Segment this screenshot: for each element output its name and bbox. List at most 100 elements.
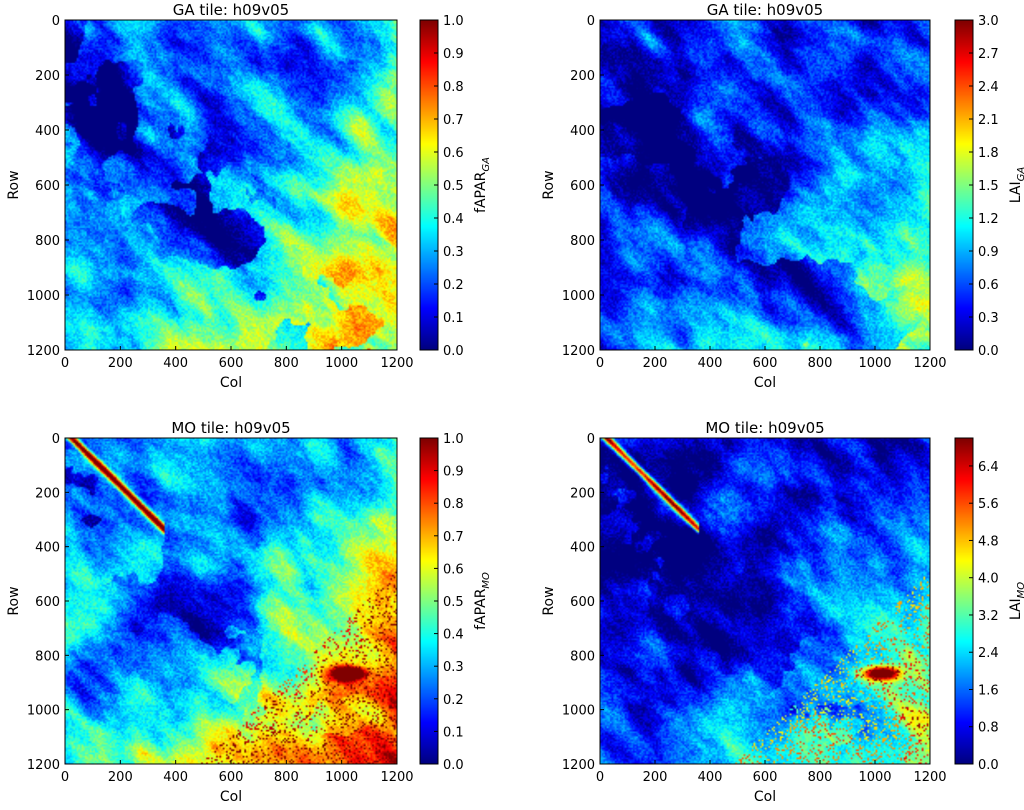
y-axis-label: Row xyxy=(541,586,557,615)
y-tick-label: 0 xyxy=(587,432,595,447)
x-tick-label: 800 xyxy=(808,356,833,371)
y-tick-label: 600 xyxy=(35,595,60,610)
colorbar-tick-label: 1.0 xyxy=(443,432,464,447)
x-tick-label: 200 xyxy=(108,356,133,371)
colorbar-tick-label: 0.9 xyxy=(443,465,464,480)
colorbar-tick-label: 0.6 xyxy=(443,146,464,161)
colorbar-tick-label: 0.0 xyxy=(443,344,464,359)
x-tick-label: 1000 xyxy=(325,356,358,371)
y-tick-label: 400 xyxy=(35,541,60,556)
x-tick-label: 800 xyxy=(808,770,833,785)
y-tick-label: 1000 xyxy=(562,289,595,304)
y-tick-label: 400 xyxy=(570,124,595,139)
colorbar-frame xyxy=(954,437,974,765)
colorbar-tick-label: 1.2 xyxy=(978,212,999,227)
x-tick-label: 0 xyxy=(596,770,604,785)
colorbar-tick-label: 0.8 xyxy=(978,721,999,736)
x-tick-label: 1000 xyxy=(858,356,891,371)
colorbar-tick-label: 0.9 xyxy=(978,245,999,260)
colorbar-tick-label: 0.7 xyxy=(443,530,464,545)
colorbar xyxy=(420,20,438,350)
x-tick-label: 400 xyxy=(698,356,723,371)
colorbar xyxy=(955,438,973,764)
x-tick-label: 1200 xyxy=(913,356,946,371)
x-tick-label: 400 xyxy=(698,770,723,785)
x-tick-label: 600 xyxy=(219,770,244,785)
colorbar-tick-label: 2.7 xyxy=(978,47,999,62)
chart-title: MO tile: h09v05 xyxy=(171,419,290,437)
y-tick-label: 1200 xyxy=(27,758,60,773)
colorbar-tick-label: 2.1 xyxy=(978,113,999,128)
y-tick-label: 600 xyxy=(570,179,595,194)
colorbar xyxy=(955,20,973,350)
x-tick-label: 1200 xyxy=(913,770,946,785)
x-tick-label: 800 xyxy=(274,356,299,371)
y-tick-label: 200 xyxy=(570,69,595,84)
chart-title: GA tile: h09v05 xyxy=(173,1,289,19)
colorbar-tick-label: 1.6 xyxy=(978,683,999,698)
y-axis-label: Row xyxy=(6,586,22,615)
x-tick-label: 0 xyxy=(61,770,69,785)
x-axis-label: Col xyxy=(220,375,242,391)
heatmap-image xyxy=(65,20,397,350)
y-tick-label: 200 xyxy=(35,69,60,84)
colorbar-tick-label: 0.6 xyxy=(978,278,999,293)
colorbar-tick-label: 1.5 xyxy=(978,179,999,194)
colorbar-tick-label: 4.8 xyxy=(978,534,999,549)
colorbar-label: LAIGA xyxy=(1008,167,1024,204)
y-axis-label: Row xyxy=(6,170,22,199)
x-tick-label: 200 xyxy=(643,770,668,785)
y-tick-label: 1000 xyxy=(562,704,595,719)
x-tick-label: 1200 xyxy=(380,356,413,371)
y-axis-label: Row xyxy=(541,170,557,199)
colorbar xyxy=(420,438,438,764)
y-tick-label: 1200 xyxy=(27,344,60,359)
y-tick-label: 1200 xyxy=(562,344,595,359)
x-tick-label: 0 xyxy=(61,356,69,371)
colorbar-tick-label: 2.4 xyxy=(978,646,999,661)
x-axis-label: Col xyxy=(754,375,776,391)
heatmap-image xyxy=(600,438,930,764)
colorbar-tick-label: 0.4 xyxy=(443,628,464,643)
colorbar-tick-label: 4.0 xyxy=(978,572,999,587)
x-tick-label: 600 xyxy=(753,356,778,371)
colorbar-tick-label: 0.3 xyxy=(443,245,464,260)
heatmap-image xyxy=(600,20,930,350)
colorbar-tick-label: 3.0 xyxy=(978,14,999,29)
chart-title: GA tile: h09v05 xyxy=(707,1,823,19)
y-tick-label: 1200 xyxy=(562,758,595,773)
colorbar-tick-label: 0.4 xyxy=(443,212,464,227)
y-tick-label: 800 xyxy=(570,649,595,664)
colorbar-tick-label: 0.5 xyxy=(443,595,464,610)
colorbar-tick-label: 0.9 xyxy=(443,47,464,62)
y-tick-label: 1000 xyxy=(27,704,60,719)
colorbar-tick-label: 0.3 xyxy=(443,660,464,675)
colorbar-tick-label: 3.2 xyxy=(978,609,999,624)
x-tick-label: 800 xyxy=(274,770,299,785)
y-tick-label: 600 xyxy=(35,179,60,194)
x-tick-label: 600 xyxy=(753,770,778,785)
y-tick-label: 200 xyxy=(35,486,60,501)
colorbar-tick-label: 5.6 xyxy=(978,497,999,512)
colorbar-label: fAPARGA xyxy=(473,157,492,213)
colorbar-tick-label: 0.2 xyxy=(443,278,464,293)
x-axis-label: Col xyxy=(754,789,776,805)
colorbar-tick-label: 6.4 xyxy=(978,460,999,475)
chart-title: MO tile: h09v05 xyxy=(705,419,824,437)
colorbar-tick-label: 0.1 xyxy=(443,725,464,740)
y-tick-label: 400 xyxy=(35,124,60,139)
x-tick-label: 400 xyxy=(163,770,188,785)
colorbar-tick-label: 0.7 xyxy=(443,113,464,128)
colorbar-tick-label: 0.6 xyxy=(443,562,464,577)
colorbar-tick-label: 0.8 xyxy=(443,497,464,512)
y-tick-label: 0 xyxy=(587,14,595,29)
colorbar-tick-label: 0.0 xyxy=(978,344,999,359)
x-tick-label: 400 xyxy=(163,356,188,371)
colorbar-tick-label: 0.5 xyxy=(443,179,464,194)
y-tick-label: 0 xyxy=(52,14,60,29)
x-axis-label: Col xyxy=(220,789,242,805)
x-tick-label: 1200 xyxy=(380,770,413,785)
